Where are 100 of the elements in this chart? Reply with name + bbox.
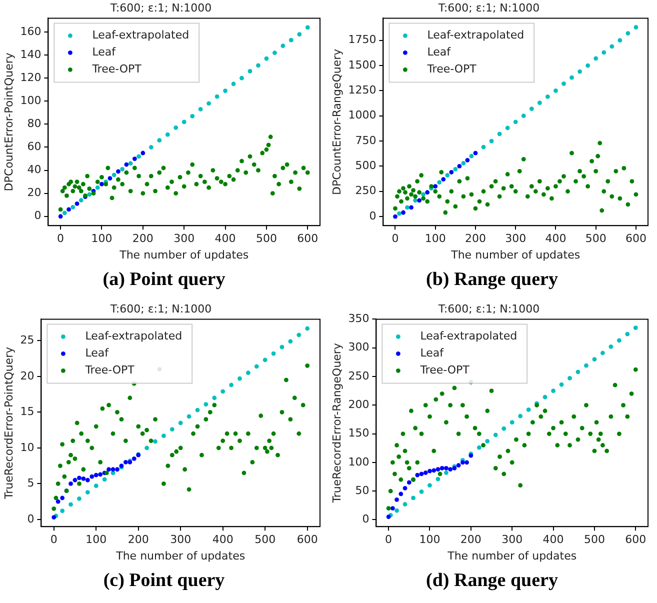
point [206, 101, 212, 106]
point [393, 214, 398, 219]
point [100, 182, 104, 186]
point [108, 176, 112, 181]
x-axis-title: The number of updates [118, 248, 249, 262]
point [66, 207, 71, 212]
point [473, 150, 478, 156]
point [568, 376, 572, 380]
point [608, 344, 614, 349]
point [190, 114, 195, 118]
x-tick-label: 200 [464, 232, 486, 246]
point [428, 483, 432, 488]
x-tick-label: 100 [424, 232, 446, 246]
point [570, 75, 574, 80]
point [204, 402, 208, 407]
y-tick-label: 25 [20, 334, 34, 347]
point [559, 382, 564, 387]
x-tick-label: 400 [542, 533, 564, 546]
point [419, 489, 424, 494]
text: (c) Point query [102, 569, 226, 593]
y-tick-label: 20 [20, 369, 34, 382]
point [280, 344, 284, 350]
point [402, 486, 408, 490]
x-tick-label: 200 [128, 533, 149, 546]
point [128, 161, 133, 166]
point [288, 38, 294, 42]
point [87, 192, 92, 197]
point [554, 88, 558, 93]
point [115, 467, 120, 472]
point [248, 69, 252, 74]
point [238, 376, 242, 381]
point [610, 44, 614, 49]
point [594, 56, 598, 61]
point [419, 472, 424, 476]
point [584, 363, 588, 368]
y-tick-label: 40 [27, 163, 42, 176]
y-tick-label: 5 [27, 476, 34, 490]
point [476, 445, 482, 450]
point [576, 370, 580, 374]
point [423, 470, 428, 475]
point [411, 496, 416, 500]
legend-label: Tree-OPT [426, 62, 477, 76]
point [240, 76, 244, 80]
y-tick-label: 140 [20, 48, 42, 61]
x-tick-label: 600 [625, 232, 646, 246]
y-tick-label: 120 [20, 70, 42, 84]
y-tick-label: 10 [20, 440, 34, 454]
y-tick-label: 350 [348, 312, 370, 326]
x-tick-label: 500 [254, 533, 276, 546]
point [132, 456, 136, 461]
point [174, 125, 178, 130]
point [513, 120, 518, 124]
y-axis-title: TrueRecordError-PointQuery [2, 346, 16, 500]
point [58, 214, 63, 219]
point [390, 506, 395, 510]
point [465, 158, 470, 162]
y-tick-label: 60 [27, 140, 42, 154]
point [521, 114, 526, 118]
y-tick-label: 250 [348, 369, 370, 382]
point [626, 31, 630, 36]
point [112, 172, 116, 178]
point [136, 154, 141, 159]
point [502, 426, 506, 431]
point [433, 184, 438, 189]
point [85, 478, 90, 482]
chart-title: T:600; ε:1; N:1000 [109, 302, 212, 316]
point [70, 204, 76, 210]
point [413, 198, 418, 203]
point [616, 338, 622, 343]
point [272, 50, 277, 55]
point [537, 100, 542, 105]
point [449, 170, 454, 174]
point [60, 508, 65, 514]
point [436, 476, 440, 482]
point [186, 414, 192, 419]
point [436, 467, 440, 472]
point [77, 496, 82, 501]
point [481, 144, 486, 150]
point [592, 357, 597, 362]
point [280, 44, 286, 48]
x-axis-title: The number of updates [450, 248, 580, 262]
point [394, 508, 399, 513]
point [444, 470, 448, 475]
point [440, 466, 444, 470]
point [586, 63, 590, 68]
y-tick-label: 1750 [348, 33, 376, 46]
point [398, 492, 404, 496]
point [271, 351, 276, 356]
x-tick-label: 400 [212, 533, 234, 546]
point [182, 120, 186, 124]
point [110, 467, 116, 472]
point [406, 480, 412, 485]
point [425, 190, 430, 195]
point [229, 382, 234, 388]
point [401, 210, 406, 215]
y-tick-label: 150 [348, 426, 370, 440]
legend-label: Tree-OPT [419, 364, 470, 377]
x-tick-label: 300 [505, 232, 526, 246]
text: (b) Range query [425, 268, 559, 292]
y-tick-label: 250 [355, 184, 376, 198]
